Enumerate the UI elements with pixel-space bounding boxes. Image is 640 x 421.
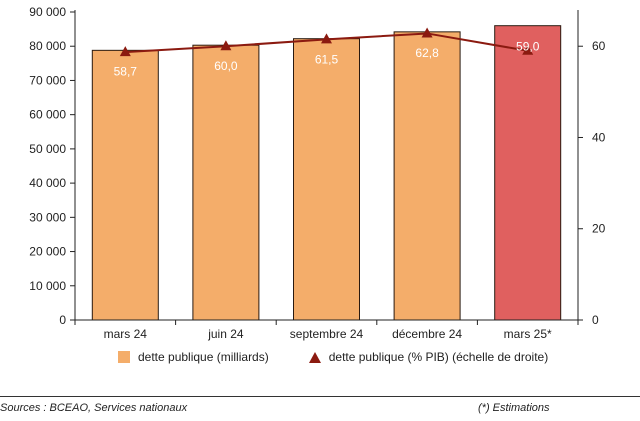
chart: 0 10 000 20 000 30 000 40 000 50 000 60 000 70 …: [29, 5, 606, 341]
y-left-tick-label: 60 000: [29, 108, 66, 122]
line-marker: [522, 44, 534, 55]
x-tick-label: septembre 24: [290, 327, 364, 341]
y-right-tick-label: 20: [592, 222, 606, 236]
bar: [293, 38, 360, 321]
data-label: 60,0: [214, 59, 238, 73]
x-tick-label: juin 24: [207, 327, 244, 341]
y-left-tick-label: 80 000: [29, 39, 66, 53]
legend-label-line: dette publique (% PIB) (échelle de droit…: [328, 350, 549, 364]
data-label: 59,0: [516, 40, 540, 54]
y-right-tick-label: 40: [592, 130, 606, 144]
data-label: 61,5: [315, 53, 339, 67]
x-tick-label: décembre 24: [392, 327, 462, 341]
source-note: Sources : BCEAO, Services nationaux: [0, 402, 188, 414]
y-left-tick-label: 50 000: [29, 142, 66, 156]
legend-swatch-bars: [118, 351, 130, 363]
line-marker: [321, 33, 332, 44]
y-left-tick-label: 10 000: [29, 279, 66, 293]
line-marker: [421, 27, 433, 38]
legend-marker-line: [308, 351, 321, 363]
x-tick-label: mars 25*: [504, 327, 552, 341]
y-right-tick-label: 60: [592, 39, 606, 53]
x-tick-label: mars 24: [104, 327, 148, 341]
y-left-tick-label: 30 000: [29, 210, 66, 224]
data-label: 62,8: [415, 46, 439, 60]
legend-item-bars: dette publique (milliards): [118, 350, 269, 364]
estimation-note: (*) Estimations: [478, 402, 550, 414]
legend-label-bars: dette publique (milliards): [138, 350, 269, 364]
legend-item-line: dette publique (% PIB) (échelle de droit…: [308, 350, 549, 364]
y-left-tick-label: 0: [59, 313, 66, 327]
y-left-tick-label: 20 000: [29, 245, 66, 259]
bar: [91, 49, 159, 321]
y-left-tick-label: 70 000: [29, 73, 66, 87]
legend: dette publique (milliards) dette publiqu…: [118, 350, 588, 364]
y-left-tick-label: 40 000: [29, 176, 66, 190]
line-marker: [220, 40, 232, 51]
data-label: 58,7: [114, 64, 138, 78]
bar: [192, 44, 260, 321]
bar: [393, 31, 461, 321]
y-left-tick-label: 90 000: [29, 5, 66, 19]
bar: [494, 25, 562, 321]
footer-divider: [0, 396, 640, 397]
line-marker: [119, 46, 131, 57]
y-right-tick-label: 0: [592, 313, 599, 327]
